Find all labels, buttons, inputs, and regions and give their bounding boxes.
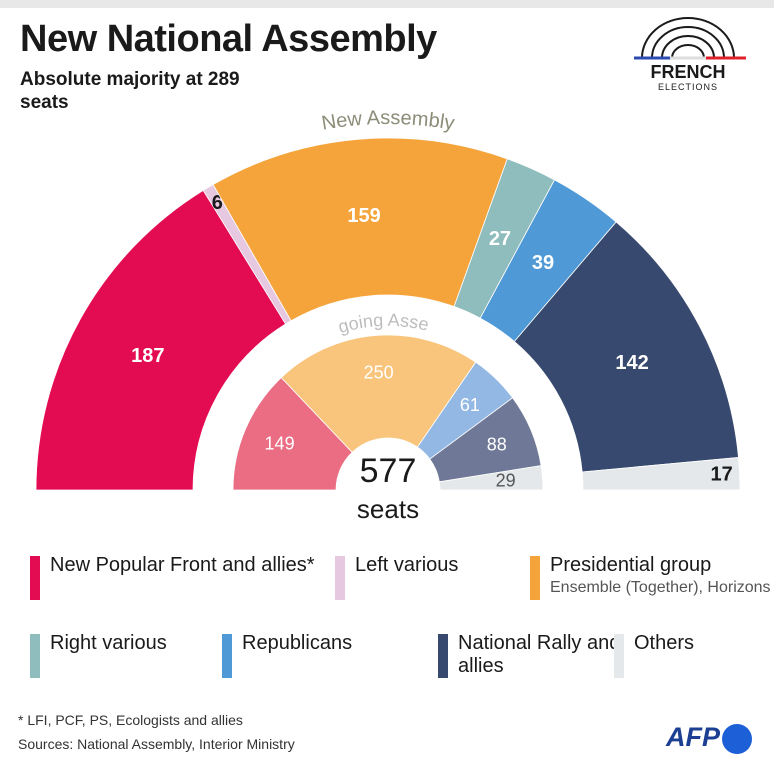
- new-assembly-slice-others: [581, 457, 741, 491]
- chart-subtitle: Absolute majority at 289 seats: [20, 69, 240, 113]
- outgoing-assembly-slice-new-popular-front-and-allies: [232, 377, 353, 491]
- french-elections-logo: FRENCH ELECTIONS: [628, 14, 758, 94]
- legend-swatch: [222, 634, 232, 678]
- new-assembly-value-label: 17: [711, 464, 733, 486]
- legend-swatch: [614, 634, 624, 678]
- hemicycle-arcs-icon: [634, 17, 746, 60]
- logo-word: FRENCH: [650, 62, 726, 82]
- legend-label: National Rally and allies: [458, 632, 621, 677]
- outgoing-assembly-slice-presidential-group: [280, 334, 477, 453]
- chart-title: New National Assembly: [20, 18, 437, 60]
- legend-swatch: [530, 556, 540, 600]
- outgoing-assembly-slice-others: [438, 465, 544, 491]
- new-assembly-value-label: 159: [347, 205, 380, 227]
- outgoing-assembly-value-label: 61: [460, 395, 480, 415]
- outgoing-assembly-value-label: 250: [364, 362, 394, 382]
- legend-swatch: [438, 634, 448, 678]
- legend-swatch: [30, 556, 40, 600]
- legend-label: Republicans: [242, 632, 353, 654]
- parliament-chart: 187 6 159 27 39 142 17 New Assembly 149 250 61 88 29…: [0, 95, 741, 524]
- new-assembly-title: New Assembly: [320, 107, 456, 135]
- footnote: * LFI, PCF, PS, Ecologists and allies: [18, 712, 243, 728]
- legend-swatch: [335, 556, 345, 600]
- logo-subword: ELECTIONS: [657, 82, 718, 92]
- legend-label: Left various: [355, 554, 459, 576]
- new-assembly-value-label: 187: [131, 345, 164, 367]
- new-assembly-value-label: 27: [489, 228, 511, 250]
- new-assembly-value-label: 142: [615, 352, 648, 374]
- sources-note: Sources: National Assembly, Interior Min…: [18, 736, 295, 752]
- new-assembly-value-label: 6: [212, 192, 223, 214]
- outgoing-assembly-value-label: 88: [487, 434, 507, 454]
- legend-label: New Popular Front and allies*: [50, 554, 315, 576]
- new-assembly-value-label: 39: [532, 252, 554, 274]
- total-seats-value: 577: [360, 452, 417, 490]
- new-assembly-slice-new-popular-front-and-allies: [35, 189, 287, 491]
- legend-label: Presidential group: [550, 554, 712, 576]
- legend-label: Others: [634, 632, 695, 654]
- new-assembly-slice-presidential-group: [212, 137, 508, 322]
- legend-label: Right various: [50, 632, 167, 654]
- afp-logo: AFP: [666, 722, 720, 752]
- legend-sublabel: Ensemble (Together), Horizons: [550, 579, 771, 596]
- afp-logo-dot: [722, 724, 752, 754]
- top-bar: [0, 0, 774, 8]
- outgoing-assembly-value-label: 149: [265, 433, 295, 453]
- total-seats-unit: seats: [357, 494, 419, 524]
- outgoing-assembly-value-label: 29: [496, 471, 516, 491]
- legend-swatch: [30, 634, 40, 678]
- new-assembly-slice-national-rally-and-allies: [513, 221, 739, 473]
